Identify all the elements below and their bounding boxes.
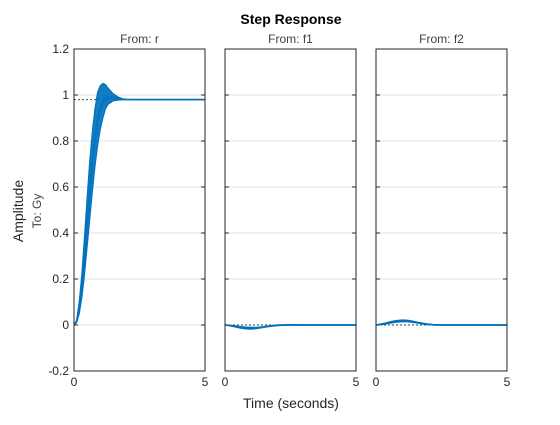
y-tick-label: 0.8 [52, 134, 69, 148]
y-axis-label: Amplitude [10, 180, 26, 242]
panel-1-axes-box [73, 48, 206, 372]
panel-3-background [376, 49, 507, 371]
panel-3-axes-box [375, 48, 508, 372]
x-tick-label: 0 [71, 375, 78, 389]
x-tick-label: 5 [202, 375, 209, 389]
panel-1-background [74, 49, 205, 371]
x-tick-label: 0 [373, 375, 380, 389]
y-tick-label: 0.6 [52, 180, 69, 194]
y-tick-label: 0 [62, 318, 69, 332]
y-tick-label: 1.2 [52, 42, 69, 56]
panel-3-title: From: f2 [419, 32, 464, 46]
y-tick-label: 1 [62, 88, 69, 102]
y-tick-label: 0.4 [52, 226, 69, 240]
x-tick-label: 0 [222, 375, 229, 389]
chart-title: Step Response [240, 11, 341, 27]
panel-1-response-line-1 [73, 96, 205, 326]
panel-2-axes-box [224, 48, 357, 372]
panel-1-response-band [73, 82, 205, 326]
x-tick-label: 5 [504, 375, 511, 389]
y-tick-label: -0.2 [48, 364, 69, 378]
y-tick-label: 0.2 [52, 272, 69, 286]
x-tick-label: 5 [353, 375, 360, 389]
panel-3-response-line-3 [375, 320, 507, 326]
panel-1: From: r-0.200.20.40.60.811.20 5 [48, 32, 208, 389]
x-axis-label: Time (seconds) [243, 395, 339, 411]
panel-1-title: From: r [120, 32, 159, 46]
panel-2-background [225, 49, 356, 371]
panel-2-response-line-3 [224, 324, 356, 329]
row-label: To: Gy [30, 194, 44, 229]
panel-2: From: f1 0 5 [222, 32, 360, 389]
panel-3: From: f2 0 5 [373, 32, 511, 389]
panel-2-title: From: f1 [268, 32, 313, 46]
